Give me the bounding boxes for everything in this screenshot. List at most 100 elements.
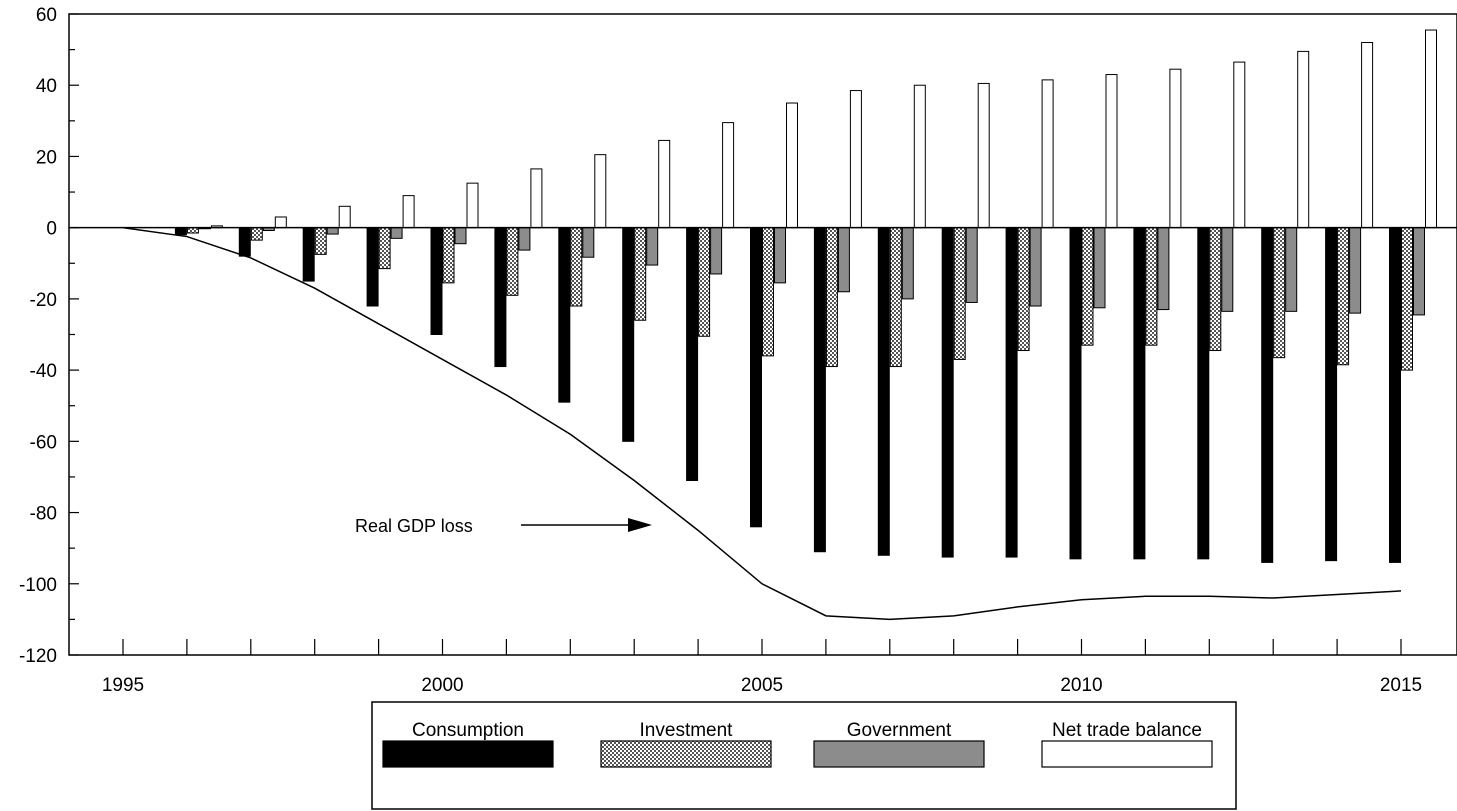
bar-consumption [1325, 227, 1338, 562]
bar-government [1349, 227, 1362, 314]
y-tick-label: -40 [30, 361, 57, 382]
bar-government [1221, 227, 1234, 312]
x-tick-label: 2015 [1380, 675, 1422, 696]
bar-net-trade-balance [274, 216, 287, 229]
legend-swatch-government [813, 740, 985, 768]
bar-net-trade-balance [1361, 41, 1374, 229]
y-tick-label: -120 [19, 646, 57, 667]
bar-investment [1081, 227, 1094, 346]
real-gdp-loss-line [122, 226, 1402, 621]
bar-government [454, 227, 467, 245]
bar-consumption [302, 227, 315, 282]
bar-investment [1017, 227, 1030, 352]
bar-government [774, 227, 786, 284]
bar-consumption [1389, 227, 1401, 563]
legend-swatch-net-trade-balance [1041, 740, 1213, 768]
bar-government [390, 227, 403, 239]
bar-net-trade-balance [1233, 61, 1246, 229]
bars [174, 29, 1437, 563]
x-tick-label: 2010 [1060, 675, 1102, 696]
x-axis-ticks: 1995 2000 2005 2010 2015 [102, 639, 1422, 696]
bar-net-trade-balance [1297, 50, 1310, 229]
bar-government [837, 227, 850, 293]
bar-consumption [1197, 227, 1210, 560]
bar-consumption [877, 227, 890, 556]
annotation-label: Real GDP loss [355, 516, 473, 536]
x-tick-label: 2005 [741, 675, 783, 696]
bar-net-trade-balance [977, 82, 990, 229]
bar-consumption [238, 227, 251, 257]
bar-investment [1337, 227, 1350, 366]
y-tick-label: 60 [36, 5, 57, 26]
bar-investment [762, 227, 774, 357]
bar-net-trade-balance [594, 154, 607, 229]
bar-investment [825, 227, 838, 368]
bar-net-trade-balance [658, 139, 671, 229]
bar-net-trade-balance [1169, 68, 1182, 229]
bar-government [1285, 227, 1298, 312]
bar-net-trade-balance [530, 168, 543, 229]
bar-government [326, 227, 339, 235]
bar-consumption [1069, 227, 1082, 560]
bar-consumption [366, 227, 379, 307]
bar-net-trade-balance [722, 122, 735, 229]
bar-investment [250, 227, 263, 241]
bar-investment [889, 227, 902, 368]
bar-government [1413, 227, 1425, 316]
bar-investment [186, 227, 199, 234]
bar-government [710, 227, 723, 275]
bar-net-trade-balance [338, 205, 351, 229]
annotation-arrowhead [628, 518, 652, 532]
bar-net-trade-balance [466, 182, 479, 229]
x-tick-label: 2000 [421, 675, 463, 696]
bar-government [582, 227, 595, 258]
legend-swatch-investment [600, 740, 772, 768]
bar-government [646, 227, 659, 266]
bar-consumption [813, 227, 826, 553]
bar-consumption [941, 227, 954, 558]
x-tick-label: 1995 [102, 675, 144, 696]
bar-investment [634, 227, 647, 321]
bar-net-trade-balance [402, 195, 415, 229]
bar-net-trade-balance [849, 90, 862, 229]
bar-government [1157, 227, 1170, 311]
y-tick-label: 0 [46, 219, 57, 240]
bar-investment [314, 227, 327, 255]
y-tick-label: -60 [30, 432, 57, 453]
y-tick-label: -80 [30, 504, 57, 525]
bar-government [901, 227, 914, 300]
legend-swatch-consumption [382, 740, 554, 768]
bar-consumption [1261, 227, 1274, 563]
legend-label-consumption: Consumption [412, 720, 524, 741]
bar-consumption [1005, 227, 1018, 558]
bar-investment [1209, 227, 1222, 352]
bar-consumption [558, 227, 571, 403]
y-tick-label: 20 [36, 147, 57, 168]
y-tick-label: -100 [19, 575, 57, 596]
legend: Consumption Investment Government Net trade… [371, 701, 1237, 810]
bar-government [1029, 227, 1042, 307]
bar-investment [378, 227, 391, 270]
bar-consumption [622, 227, 635, 442]
annotation: Real GDP loss [355, 516, 652, 536]
bar-consumption [750, 227, 762, 528]
bar-consumption [174, 227, 187, 236]
bar-government [518, 227, 531, 251]
bar-consumption [1133, 227, 1146, 560]
legend-label-investment: Investment [640, 720, 734, 741]
bar-government [1093, 227, 1106, 309]
bar-net-trade-balance [913, 84, 926, 229]
bar-consumption [494, 227, 507, 368]
y-tick-label: -20 [30, 290, 57, 311]
bar-investment [1273, 227, 1286, 359]
bar-investment [1401, 227, 1413, 371]
y-axis-ticks: 60 40 20 0 -20 -40 -60 -80 -100 -120 [19, 5, 79, 667]
legend-label-net-trade-balance: Net trade balance [1052, 720, 1202, 741]
bar-investment [1145, 227, 1158, 346]
legend-label-government: Government [847, 720, 952, 741]
bar-net-trade-balance [1041, 79, 1054, 229]
y-tick-label: 40 [36, 76, 57, 97]
bar-consumption [686, 227, 699, 482]
bar-investment [442, 227, 455, 284]
